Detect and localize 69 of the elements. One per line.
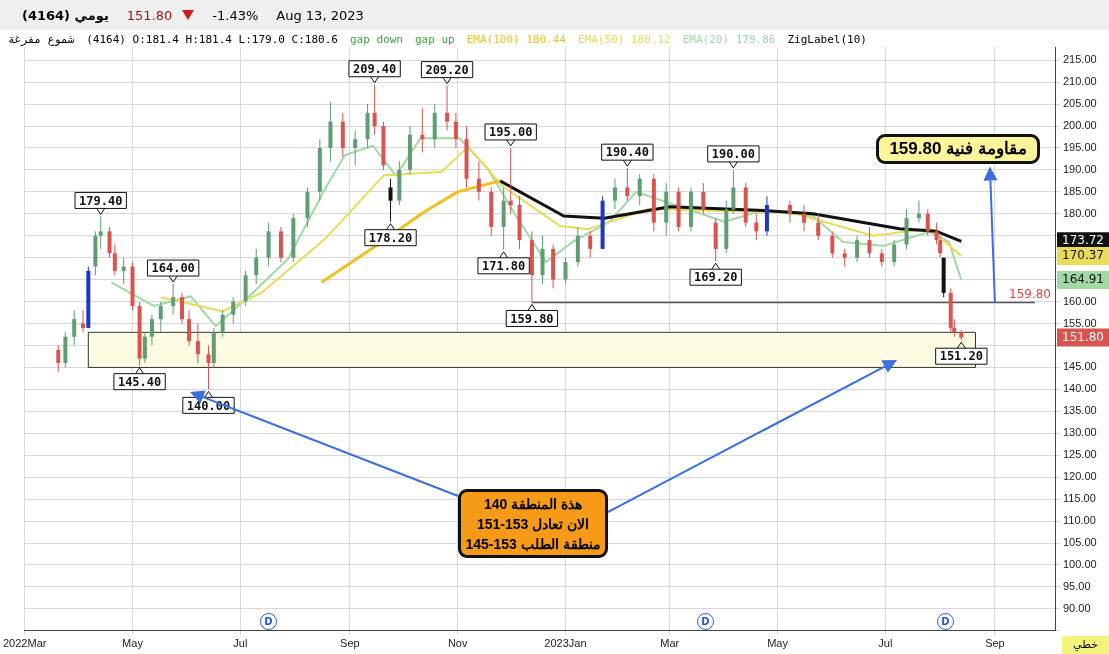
chart-title: (4164) يومي — [22, 7, 109, 23]
x-tick-label: Jul — [878, 637, 893, 650]
callout-box: هذة المنطقة 140 الان تعادل 153-151 منطقة الطلب 153-145 — [458, 489, 608, 558]
annotation: 178.20 — [368, 230, 413, 245]
y-tick-label: 115.00 — [1063, 492, 1096, 505]
text: 151.80 — [126, 7, 173, 23]
annotation: 151.20 — [939, 349, 984, 364]
x-tick-label: Nov — [447, 637, 468, 650]
y-tick-label: 120.00 — [1063, 470, 1097, 483]
text: 173.72 — [1062, 233, 1104, 248]
text: Aug 13, 2023 — [276, 7, 364, 23]
y-tick-label: 105.00 — [1063, 536, 1097, 549]
annotation: 140.00 — [186, 398, 231, 413]
y-tick-label: 205.00 — [1063, 97, 1097, 110]
annotation: 190.00 — [711, 147, 756, 162]
x-tick-label: May — [122, 637, 144, 650]
chart-subtitle: (4164) O:181.4 H:181.4 L:179.0 C:180.6 — [86, 33, 338, 46]
y-tick-label: 190.00 — [1063, 162, 1097, 175]
annotation: 169.20 — [694, 270, 738, 285]
x-tick-label: 2023Jan — [544, 637, 587, 650]
x-tick-label: Sep — [985, 637, 1005, 650]
annotation: 209.20 — [425, 62, 469, 77]
text: EMA(20) 179.86 — [682, 33, 776, 46]
annotation: 171.80 — [481, 258, 526, 273]
text: ZigLabel(10) — [787, 33, 867, 46]
annotation: 179.40 — [79, 193, 123, 208]
y-tick-label: 180.00 — [1063, 206, 1097, 219]
y-tick-label: 210.00 — [1063, 75, 1097, 88]
x-tick-label: Sep — [340, 637, 360, 650]
y-tick-label: 130.00 — [1063, 426, 1097, 439]
text: 170.37 — [1062, 248, 1104, 263]
y-tick-label: 160.00 — [1063, 294, 1097, 307]
y-tick-label: 135.00 — [1063, 404, 1097, 417]
text: EMA(100) 180.44 — [466, 33, 566, 46]
text: 151.80 — [1062, 329, 1104, 344]
y-tick-label: 145.00 — [1063, 360, 1097, 373]
callout-box: مقاومة فنية 159.80 — [876, 134, 1040, 165]
annotation: 209.40 — [352, 61, 397, 76]
y-tick-label: 195.00 — [1063, 140, 1097, 153]
annotation: D — [697, 613, 714, 630]
text: -1.43% — [212, 7, 259, 23]
y-tick-label: 125.00 — [1063, 448, 1097, 461]
text: شموع مفرغة — [8, 33, 75, 46]
text: 164.91 — [1062, 272, 1104, 287]
x-tick-label: May — [767, 637, 789, 650]
y-tick-label: 185.00 — [1063, 184, 1097, 197]
annotation: 164.00 — [151, 261, 195, 276]
x-tick-label: Mar — [660, 637, 680, 650]
annotation: D — [937, 613, 954, 630]
text: خطي — [1062, 636, 1109, 654]
y-tick-label: 100.00 — [1063, 557, 1097, 570]
annotation: D — [260, 613, 277, 630]
y-tick-label: 90.00 — [1063, 601, 1091, 614]
annotation: 190.40 — [605, 145, 650, 160]
y-tick-label: 110.00 — [1063, 514, 1096, 527]
text: EMA(50) 180.12 — [577, 33, 671, 46]
annotation: 145.40 — [117, 374, 162, 389]
text: gap down — [349, 33, 403, 46]
x-tick-label: 2022Mar — [3, 637, 47, 650]
annotation: 195.00 — [489, 125, 533, 140]
x-tick-label: Jul — [233, 637, 248, 650]
y-tick-label: 200.00 — [1063, 119, 1097, 132]
annotation: 159.80 — [510, 311, 554, 326]
y-tick-label: 155.00 — [1063, 316, 1097, 329]
y-tick-label: 215.00 — [1063, 53, 1097, 66]
text: gap up — [414, 33, 455, 46]
ref-line-label: 159.80 — [1009, 286, 1051, 301]
y-tick-label: 95.00 — [1063, 579, 1091, 592]
y-tick-label: 140.00 — [1063, 382, 1097, 395]
